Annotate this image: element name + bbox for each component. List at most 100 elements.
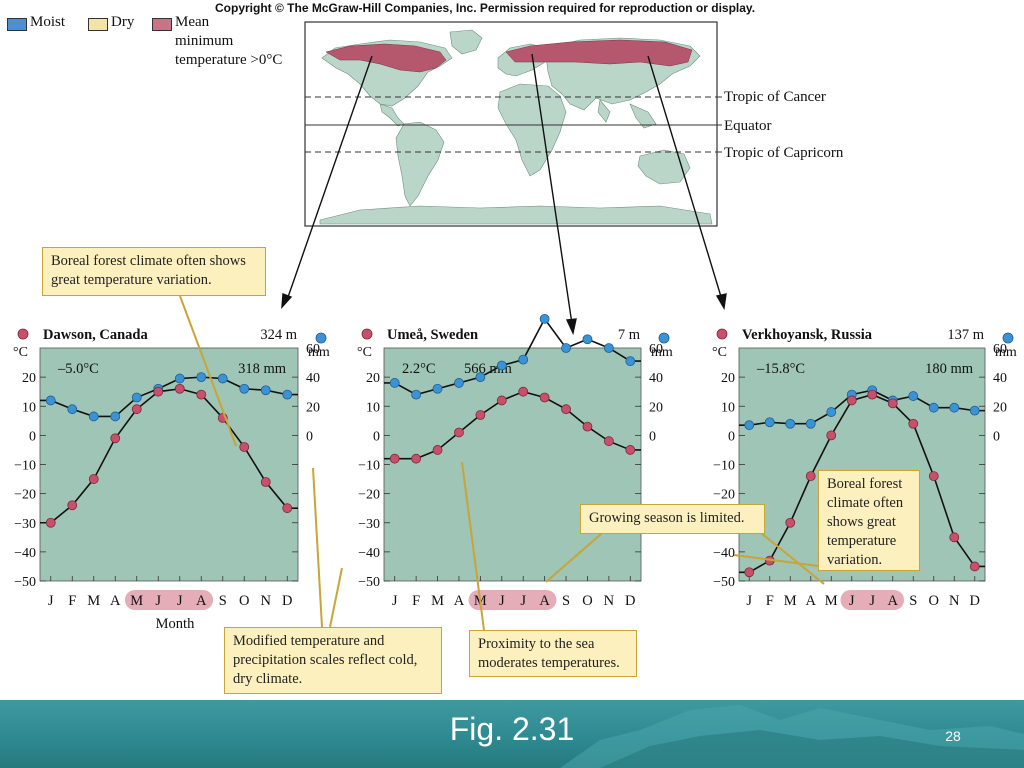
station-elevation: 7 m bbox=[618, 327, 641, 343]
legend-mean-label-2: minimum bbox=[175, 33, 234, 49]
temp-tick-label: −10 bbox=[713, 459, 735, 474]
growing-leader bbox=[545, 533, 602, 583]
precip-tick-label: 20 bbox=[993, 400, 1007, 415]
month-label: M bbox=[784, 593, 797, 609]
precipitation-point bbox=[196, 372, 207, 383]
temp-tick-label: 0 bbox=[29, 429, 36, 444]
mean-temperature-label: –5.0°C bbox=[57, 361, 99, 377]
temperature-point bbox=[131, 404, 142, 415]
precipitation-point bbox=[88, 411, 99, 422]
station-name: Umeå, Sweden bbox=[387, 327, 478, 343]
precipitation-point bbox=[561, 343, 571, 353]
temp-unit-label: °C bbox=[357, 345, 372, 360]
precipitation-legend-dot bbox=[1002, 332, 1014, 344]
legend-moist-label: Moist bbox=[30, 14, 66, 30]
climograph-0: Dawson, Canada 324 m °C mm 20 10 0 −10 −20 −30 −40… bbox=[13, 327, 330, 632]
temperature-point bbox=[475, 410, 486, 420]
temp-tick-label: −20 bbox=[14, 488, 36, 503]
month-label: F bbox=[766, 593, 774, 609]
precipitation-point bbox=[518, 354, 529, 365]
month-label: S bbox=[562, 593, 570, 609]
temperature-legend-dot bbox=[17, 328, 29, 340]
precip-tick-label: 0 bbox=[993, 429, 1000, 444]
temperature-point bbox=[45, 517, 56, 528]
precip-tick-label: 60 bbox=[306, 342, 320, 357]
temperature-point bbox=[153, 386, 164, 397]
precipitation-point bbox=[67, 404, 78, 415]
precipitation-point bbox=[217, 373, 228, 384]
precipitation-point bbox=[282, 389, 293, 400]
callout-modified-scales: Modified temperature and precipitation s… bbox=[224, 627, 442, 694]
month-label: A bbox=[888, 593, 899, 609]
temperature-legend-dot bbox=[361, 328, 373, 340]
temp-tick-label: −10 bbox=[14, 459, 36, 474]
climograph-1: Umeå, Sweden 7 m °C mm 20 10 0 −10 −20 −30 −40 −50 6… bbox=[357, 313, 673, 610]
temperature-point bbox=[582, 421, 593, 432]
precip-tick-label: 40 bbox=[649, 371, 663, 386]
month-label: S bbox=[909, 593, 917, 609]
moist-swatch bbox=[7, 18, 27, 31]
precip-tick-label: 0 bbox=[306, 429, 313, 444]
month-label: M bbox=[130, 593, 143, 609]
annual-precip-label: 180 mm bbox=[925, 361, 974, 377]
month-label: S bbox=[219, 593, 227, 609]
month-label: F bbox=[68, 593, 76, 609]
callout-leader-lines bbox=[179, 295, 825, 631]
boreal-right-leader-1 bbox=[733, 554, 819, 567]
callout-proximity-sea: Proximity to the sea moderates temperatu… bbox=[469, 630, 637, 677]
temperature-point bbox=[928, 471, 939, 482]
station-elevation: 137 m bbox=[947, 327, 984, 343]
month-label: N bbox=[604, 593, 615, 609]
temperature-point bbox=[282, 503, 293, 514]
precipitation-point bbox=[260, 385, 271, 396]
month-label: J bbox=[746, 593, 752, 609]
month-label: A bbox=[454, 593, 465, 609]
station-elevation: 324 m bbox=[260, 327, 297, 343]
month-label: J bbox=[177, 593, 183, 609]
month-label: M bbox=[825, 593, 838, 609]
temperature-point bbox=[67, 500, 78, 511]
precip-tick-label: 40 bbox=[306, 371, 320, 386]
temperature-point bbox=[826, 430, 837, 441]
precipitation-point bbox=[454, 378, 464, 388]
temperature-point bbox=[454, 427, 464, 438]
plot-area bbox=[383, 347, 642, 582]
slide-footer bbox=[0, 700, 1024, 768]
proximity-leader bbox=[461, 461, 485, 631]
precipitation-point bbox=[625, 356, 636, 367]
precipitation-point bbox=[928, 402, 939, 413]
precipitation-point bbox=[411, 389, 422, 400]
month-label: M bbox=[431, 593, 444, 609]
temp-tick-label: 0 bbox=[373, 429, 380, 444]
temp-tick-label: −10 bbox=[358, 459, 380, 474]
temp-unit-label: °C bbox=[712, 345, 727, 360]
month-label: J bbox=[520, 593, 526, 609]
precip-unit-label: mm bbox=[995, 345, 1017, 360]
temperature-point bbox=[174, 383, 185, 394]
x-axis-title: Month bbox=[156, 616, 195, 632]
temperature-point bbox=[867, 389, 878, 400]
temperature-point bbox=[785, 517, 796, 528]
temperature-point bbox=[432, 445, 443, 455]
temperature-point bbox=[239, 442, 250, 452]
equator-label: Equator bbox=[724, 118, 772, 134]
temp-tick-label: 10 bbox=[22, 400, 36, 415]
callout-boreal-variation: Boreal forest climate often shows great … bbox=[42, 247, 266, 296]
annual-precip-label: 318 mm bbox=[238, 361, 287, 377]
temp-tick-label: −30 bbox=[14, 517, 36, 532]
month-label: J bbox=[392, 593, 398, 609]
temperature-point bbox=[949, 532, 960, 543]
precipitation-point bbox=[785, 418, 796, 429]
temp-tick-label: 10 bbox=[366, 400, 380, 415]
temp-tick-label: −20 bbox=[713, 488, 735, 503]
temperature-point bbox=[744, 567, 755, 578]
callout-boreal-variation-right: Boreal forest climate often shows great … bbox=[818, 470, 920, 571]
month-label: O bbox=[239, 593, 249, 609]
temperature-point bbox=[411, 453, 422, 464]
figure-caption: Fig. 2.31 bbox=[449, 711, 575, 747]
temperature-point bbox=[110, 433, 121, 444]
precip-unit-label: mm bbox=[651, 345, 673, 360]
precipitation-point bbox=[45, 395, 56, 406]
month-label: N bbox=[949, 593, 960, 609]
precip-tick-label: 20 bbox=[649, 400, 663, 415]
